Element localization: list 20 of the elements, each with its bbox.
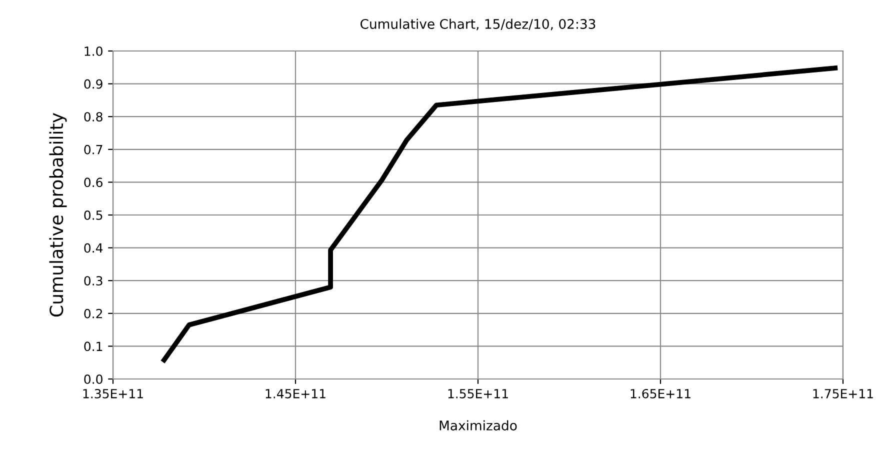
y-tick-label: 0.4	[84, 243, 103, 253]
y-tick-label: 0.0	[84, 374, 102, 384]
chart-title: Cumulative Chart, 15/dez/10, 02:33	[360, 18, 596, 30]
y-tick-label: 0.2	[84, 308, 102, 318]
y-tick-label: 0.7	[84, 144, 102, 154]
x-tick-label: 1.75E+11	[813, 389, 873, 398]
x-tick-label: 1.35E+11	[83, 388, 143, 398]
x-axis-title: Maximizado	[440, 420, 517, 430]
y-axis-title: Cumulative probability	[49, 112, 67, 317]
line-series	[162, 66, 838, 362]
x-tick-label: 1.65E+11	[630, 388, 690, 398]
y-tick-label: 0.5	[84, 210, 102, 220]
x-tick-label: 1.45E+11	[266, 389, 326, 398]
x-tick-label: 1.55E+11	[448, 389, 508, 398]
y-tick-label: 0.1	[84, 342, 102, 352]
y-tick-label: 0.8	[84, 112, 102, 122]
y-tick-label: 0.3	[84, 276, 102, 286]
y-tick-label: 0.9	[84, 79, 102, 89]
y-tick-label: 1.0	[84, 46, 102, 56]
y-tick-label: 0.6	[84, 178, 102, 188]
